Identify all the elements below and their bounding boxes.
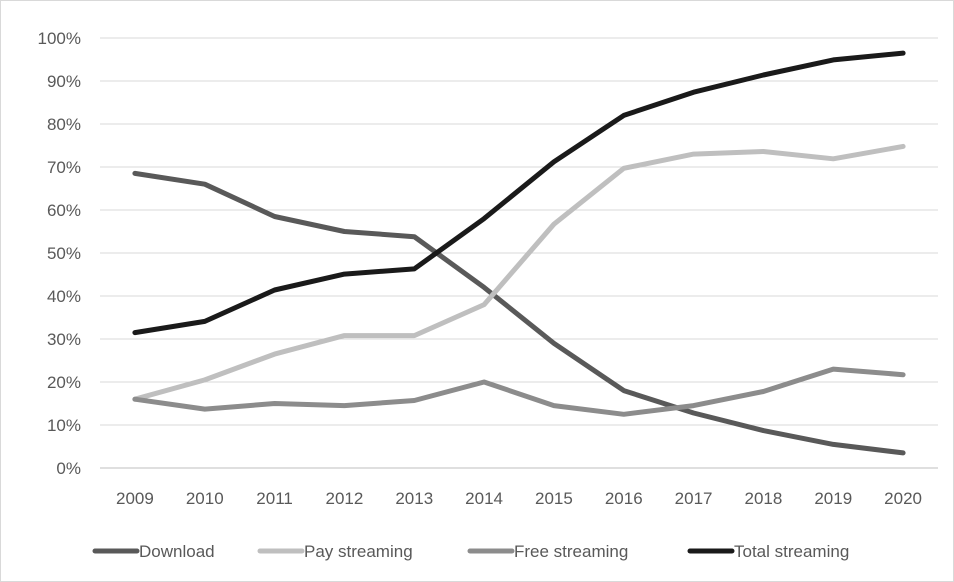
x-tick-label: 2011 (256, 489, 293, 508)
series-line-pay-streaming (132, 143, 906, 402)
x-tick-label: 2017 (675, 489, 713, 508)
x-tick-label: 2016 (605, 489, 643, 508)
y-tick-label: 10% (47, 416, 81, 435)
x-tick-label: 2020 (884, 489, 922, 508)
y-tick-label: 20% (47, 373, 81, 392)
series-lines (132, 50, 906, 456)
y-tick-label: 40% (47, 287, 81, 306)
legend-label: Download (139, 542, 215, 561)
y-axis: 0% 10% 20% 30% 40% 50% 60% 70% 80% 90% 100% (38, 29, 81, 478)
y-tick-label: 100% (38, 29, 81, 48)
y-tick-label: 50% (47, 244, 81, 263)
y-tick-label: 70% (47, 158, 81, 177)
legend-label: Pay streaming (304, 542, 413, 561)
x-tick-label: 2015 (535, 489, 573, 508)
x-tick-label: 2019 (814, 489, 852, 508)
x-tick-label: 2014 (465, 489, 503, 508)
y-tick-label: 90% (47, 72, 81, 91)
series-line-total-streaming (132, 50, 906, 336)
x-axis: 2009 2010 2011 2012 2013 2014 2015 2016 2017 2018… (116, 489, 922, 508)
y-tick-label: 60% (47, 201, 81, 220)
x-tick-label: 2013 (395, 489, 433, 508)
y-tick-label: 80% (47, 115, 81, 134)
x-tick-label: 2018 (745, 489, 783, 508)
x-tick-label: 2010 (186, 489, 224, 508)
legend-label: Total streaming (734, 542, 849, 561)
series-line-free-streaming (132, 366, 906, 417)
y-tick-label: 0% (56, 459, 81, 478)
legend-label: Free streaming (514, 542, 628, 561)
x-tick-label: 2012 (326, 489, 364, 508)
gridlines (100, 37, 938, 469)
x-tick-label: 2009 (116, 489, 154, 508)
y-tick-label: 30% (47, 330, 81, 349)
series-line-download (132, 170, 906, 456)
legend: Download Pay streaming Free streaming Total… (92, 542, 849, 561)
